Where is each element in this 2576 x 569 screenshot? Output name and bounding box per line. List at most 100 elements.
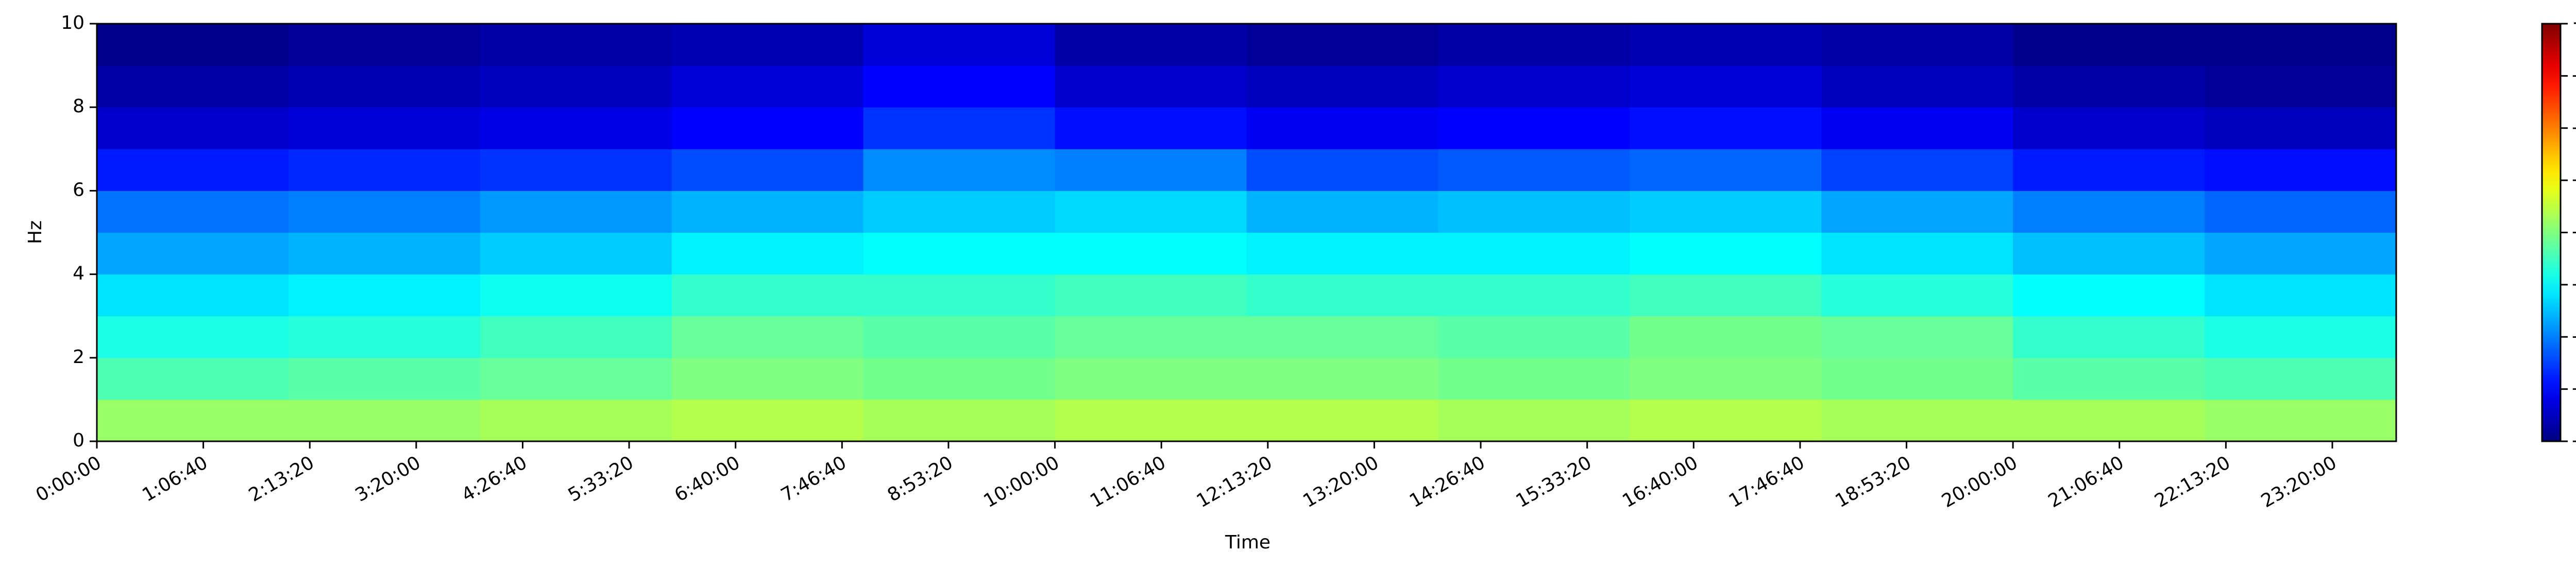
spectrogram-cell (1821, 232, 2013, 275)
spectrogram-cell (1821, 357, 2013, 400)
colorbar-tick-label: -10 dB (2572, 64, 2576, 85)
spectrogram-cell (1821, 149, 2013, 191)
spectrogram-cell (1055, 191, 1247, 233)
spectrogram-cell (480, 357, 672, 400)
spectrogram-cell (671, 357, 864, 400)
spectrogram-cell (863, 399, 1056, 442)
colorbar (2541, 23, 2562, 442)
x-tick-label: 16:40:00 (1619, 452, 1702, 512)
colorbar-tick-label: +0 dB (2572, 12, 2576, 33)
spectrogram-cell (1246, 149, 1438, 191)
spectrogram-cell (2013, 149, 2205, 191)
spectrogram-cell (97, 191, 289, 233)
x-tick-label: 17:46:40 (1725, 452, 1808, 512)
spectrogram-cell (1246, 107, 1438, 149)
spectrogram-cell (671, 191, 864, 233)
spectrogram-cell (288, 149, 481, 191)
spectrogram-cell (863, 107, 1056, 149)
spectrogram-cell (1055, 107, 1247, 149)
x-tick-label: 0:00:00 (32, 452, 105, 506)
spectrogram-cell (1246, 24, 1438, 66)
spectrogram-cell (863, 316, 1056, 358)
x-tick-label: 11:06:40 (1087, 452, 1170, 512)
spectrogram-cell (288, 107, 481, 149)
colorbar-tick-label: -70 dB (2572, 378, 2576, 399)
spectrogram-cell (480, 316, 672, 358)
spectrogram-cell (1246, 232, 1438, 275)
spectrogram-cell (288, 399, 481, 442)
spectrogram-cell (863, 65, 1056, 108)
spectrogram-cell (2205, 191, 2397, 233)
spectrogram-cell (1246, 316, 1438, 358)
spectrogram-cell (2205, 24, 2397, 66)
y-tick-label: 8 (73, 96, 84, 117)
spectrogram-cell (863, 24, 1056, 66)
spectrogram-cell (2013, 191, 2205, 233)
colorbar-tick-label: -30 dB (2572, 169, 2576, 190)
x-tick-label: 1:06:40 (139, 452, 211, 506)
spectrogram-cell (288, 274, 481, 317)
spectrogram-cell (97, 399, 289, 442)
spectrogram-cell (2013, 65, 2205, 108)
spectrogram-cell (863, 191, 1056, 233)
x-tick-label: 5:33:20 (565, 452, 637, 506)
spectrogram-cell (1055, 65, 1247, 108)
spectrogram-cell (671, 399, 864, 442)
spectrogram-cell (1055, 24, 1247, 66)
x-tick-label: 6:40:00 (671, 452, 744, 506)
spectrogram-cell (288, 357, 481, 400)
spectrogram-cell (1246, 65, 1438, 108)
x-tick-label: 15:33:20 (1513, 452, 1596, 512)
spectrogram-cell (2013, 24, 2205, 66)
spectrogram-cell (1630, 274, 1822, 317)
x-tick-label: 8:53:20 (884, 452, 957, 506)
spectrogram-cell (480, 149, 672, 191)
spectrogram-cell (97, 149, 289, 191)
spectrogram-cell (288, 24, 481, 66)
spectrogram-cell (1630, 107, 1822, 149)
plot-frame (96, 23, 2397, 442)
spectrogram-cell (1438, 149, 1630, 191)
spectrogram-cell (1821, 24, 2013, 66)
spectrogram-cell (1821, 107, 2013, 149)
spectrogram-cell (288, 316, 481, 358)
spectrogram-cell (1055, 149, 1247, 191)
spectrogram-cell (1438, 357, 1630, 400)
spectrogram-cell (671, 149, 864, 191)
x-tick-label: 13:20:00 (1299, 452, 1382, 512)
spectrogram-cell (671, 107, 864, 149)
spectrogram-cell (1438, 399, 1630, 442)
spectrogram-cell (2205, 65, 2397, 108)
colorbar-tick-label: -20 dB (2572, 117, 2576, 138)
spectrogram-cell (2013, 399, 2205, 442)
spectrogram-cell (671, 24, 864, 66)
spectrogram-cell (1821, 316, 2013, 358)
spectrogram-cell (1055, 316, 1247, 358)
spectrogram-cell (1438, 191, 1630, 233)
spectrogram-cell (1630, 316, 1822, 358)
spectrogram-cell (2013, 107, 2205, 149)
spectrogram-cell (480, 107, 672, 149)
spectrogram-cell (2013, 274, 2205, 317)
spectrogram-cell (1630, 149, 1822, 191)
spectrogram-cell (1630, 357, 1822, 400)
x-tick-label: 18:53:20 (1832, 452, 1915, 512)
spectrogram-cell (2205, 149, 2397, 191)
spectrogram-cell (1821, 274, 2013, 317)
spectrogram-cell (1630, 65, 1822, 108)
colorbar-tick-label: -60 dB (2572, 325, 2576, 347)
spectrogram-cell (480, 399, 672, 442)
spectrogram-cell (863, 357, 1056, 400)
spectrogram-cell (97, 65, 289, 108)
spectrogram-cell (1821, 191, 2013, 233)
spectrogram-cell (480, 274, 672, 317)
spectrogram-cell (1630, 191, 1822, 233)
spectrogram-cell (1438, 274, 1630, 317)
spectrogram-cell (480, 24, 672, 66)
spectrogram-cell (288, 232, 481, 275)
spectrogram-cell (1438, 24, 1630, 66)
spectrogram-cell (671, 316, 864, 358)
spectrogram-cell (2205, 357, 2397, 400)
spectrogram-cell (671, 232, 864, 275)
